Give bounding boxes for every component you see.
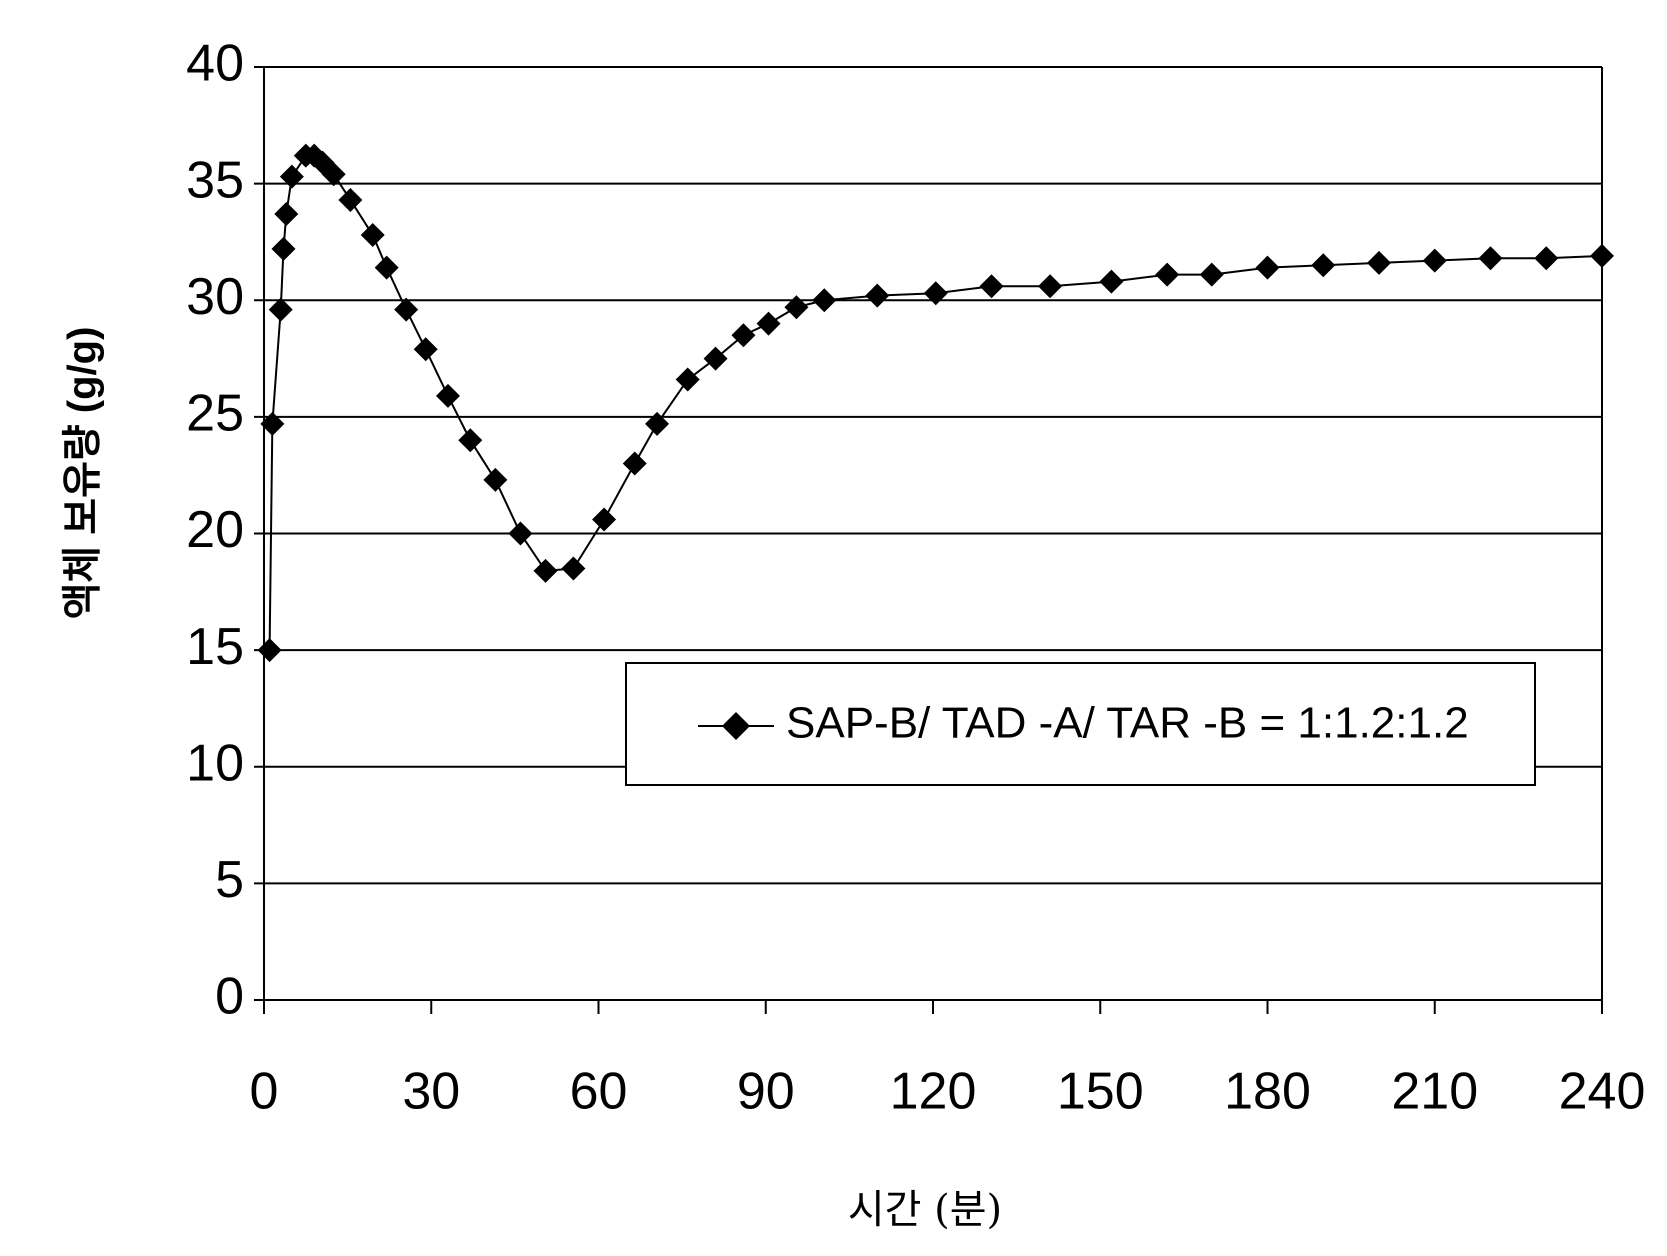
data-point: [757, 312, 781, 336]
y-tick-label: 15: [186, 618, 244, 676]
data-point: [280, 165, 304, 189]
y-axis-label: 액체 보유량 (g/g): [61, 327, 105, 620]
data-point: [272, 237, 296, 261]
x-tick-label: 120: [890, 1063, 977, 1121]
data-point: [361, 223, 385, 247]
data-point: [784, 295, 808, 319]
y-tick-label: 10: [186, 734, 244, 792]
data-point: [1256, 256, 1280, 280]
data-point: [1099, 270, 1123, 294]
data-point: [1590, 244, 1614, 268]
data-point: [258, 638, 282, 662]
y-tick-label: 25: [186, 385, 244, 443]
x-tick-label: 90: [737, 1063, 795, 1121]
x-tick-label: 60: [570, 1063, 628, 1121]
data-point: [1479, 246, 1503, 270]
data-point: [865, 284, 889, 308]
data-point: [1311, 253, 1335, 277]
data-point: [731, 323, 755, 347]
data-point: [623, 452, 647, 476]
y-tick-label: 35: [186, 151, 244, 209]
data-point: [483, 468, 507, 492]
data-point: [1038, 274, 1062, 298]
data-point: [645, 412, 669, 436]
data-point: [704, 347, 728, 371]
data-point: [1423, 249, 1447, 273]
y-tick-label: 30: [186, 268, 244, 326]
data-point: [375, 256, 399, 280]
data-point: [458, 428, 482, 452]
data-point: [592, 508, 616, 532]
legend-label: SAP-B/ TAD -A/ TAR -B = 1:1.2:1.2: [786, 699, 1469, 748]
x-tick-label: 0: [250, 1063, 279, 1121]
data-point: [274, 202, 298, 226]
x-tick-label: 180: [1224, 1063, 1311, 1121]
data-point: [1534, 246, 1558, 270]
data-point: [980, 274, 1004, 298]
data-point: [436, 384, 460, 408]
data-point: [414, 337, 438, 361]
data-point: [534, 559, 558, 583]
y-tick-label: 20: [186, 501, 244, 559]
data-point: [1155, 263, 1179, 287]
data-point: [924, 281, 948, 305]
x-tick-label: 240: [1559, 1063, 1646, 1121]
data-point: [812, 288, 836, 312]
data-point: [676, 368, 700, 392]
x-tick-label: 210: [1391, 1063, 1478, 1121]
y-tick-label: 0: [215, 968, 244, 1026]
data-point: [1367, 251, 1391, 275]
data-point: [508, 522, 532, 546]
data-point: [338, 188, 362, 212]
series-line: [270, 156, 1602, 650]
x-tick-label: 30: [402, 1063, 460, 1121]
y-tick-label: 5: [215, 851, 244, 909]
data-point: [1200, 263, 1224, 287]
x-axis-label: 시간 (분): [848, 1187, 1002, 1233]
x-tick-label: 150: [1057, 1063, 1144, 1121]
y-tick-label: 40: [186, 35, 244, 93]
data-point: [561, 556, 585, 580]
